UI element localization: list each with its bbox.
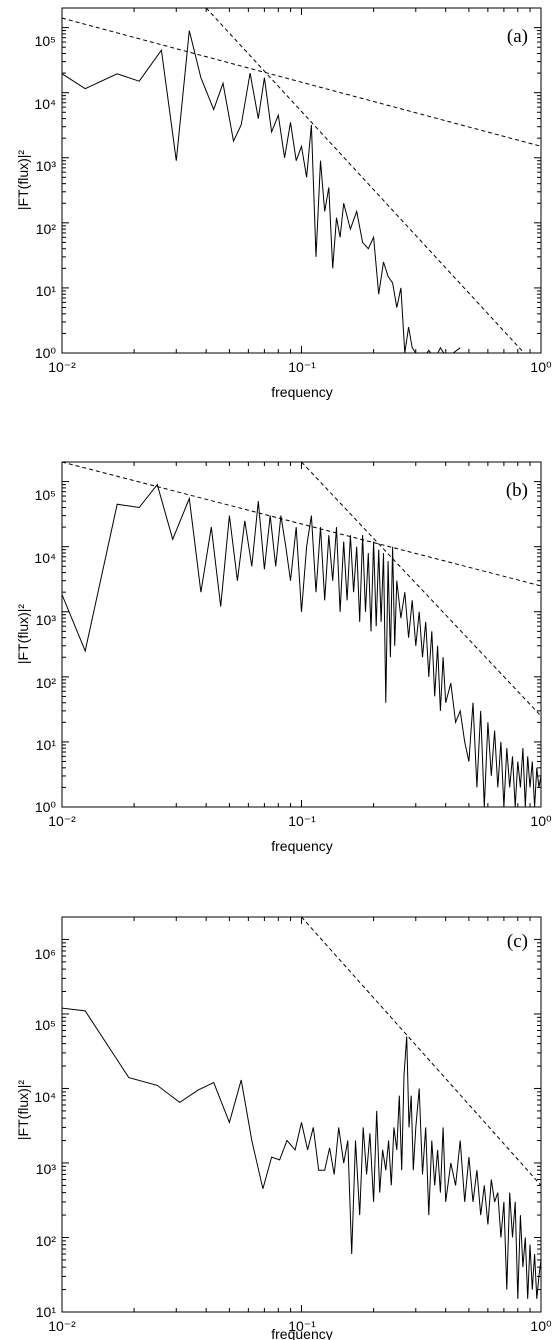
panel-b-ytick-1: 10¹ xyxy=(36,737,57,753)
panel-c-xlabel: frequency xyxy=(271,1326,332,1340)
panel-b-xlabel: frequency xyxy=(271,838,332,854)
panel-c-ytick-2: 10² xyxy=(36,1233,57,1249)
panel-c-xtick-3: 10⁰ xyxy=(530,1318,552,1334)
panel-a-ytick-0: 10⁰ xyxy=(35,345,57,361)
panel-c-xtick-2: 10⁻¹ xyxy=(288,1318,316,1334)
spectrum-line xyxy=(62,483,541,807)
panel-b-label: (b) xyxy=(506,480,528,501)
panel-a-xtick-1: 10⁻² xyxy=(48,359,76,375)
power-law-fit-line xyxy=(301,917,541,1186)
panel-b-ytick-3: 10³ xyxy=(36,612,57,628)
panel-c-ticks xyxy=(61,916,542,1313)
panel-c-ylabel: |FT(flux)|² xyxy=(15,1080,31,1140)
panel-c-xtick-1: 10⁻² xyxy=(48,1318,76,1334)
panel-a-ytick-4: 10⁴ xyxy=(34,96,56,112)
power-law-fit-line xyxy=(62,17,541,147)
panel-c-curves xyxy=(62,917,541,1299)
panel-a-label: (a) xyxy=(507,26,528,47)
panel-c-ytick-1: 10¹ xyxy=(36,1304,57,1320)
panel-b-curves xyxy=(62,462,541,807)
panel-c-ytick-6: 10⁶ xyxy=(35,946,56,962)
panel-b-ylabel: |FT(flux)|² xyxy=(15,604,31,664)
panel-a-xlabel: frequency xyxy=(271,384,332,400)
panel-c: (c) 10⁻² 10⁻¹ 10⁰ 10¹ 10² 10³ 10⁴ 10⁵ 10… xyxy=(15,916,552,1340)
panel-b-ytick-0: 10⁰ xyxy=(35,799,57,815)
panel-a-ytick-2: 10² xyxy=(36,221,57,237)
spectrum-line xyxy=(62,30,461,353)
panel-a: (a) 10⁻² 10⁻¹ 10⁰ 10⁰ 10¹ 10² 10³ 10⁴ 10… xyxy=(15,7,552,400)
power-law-fit-line xyxy=(62,462,541,587)
panel-b-ytick-5: 10⁵ xyxy=(35,487,56,503)
panel-c-ytick-5: 10⁵ xyxy=(35,1017,56,1033)
panel-b: (b) 10⁻² 10⁻¹ 10⁰ 10⁰ 10¹ 10² 10³ 10⁴ 10… xyxy=(15,461,552,854)
panel-a-ytick-1: 10¹ xyxy=(36,283,57,299)
panel-b-ytick-4: 10⁴ xyxy=(34,550,56,566)
panel-b-xtick-3: 10⁰ xyxy=(530,813,552,829)
panel-b-ticks xyxy=(61,461,542,808)
power-law-fit-line xyxy=(301,462,541,717)
panel-c-ytick-4: 10⁴ xyxy=(34,1089,56,1105)
panel-a-ticks xyxy=(61,7,542,354)
panel-a-ytick-3: 10³ xyxy=(36,158,57,174)
panel-a-xtick-2: 10⁻¹ xyxy=(288,359,316,375)
panel-b-xtick-2: 10⁻¹ xyxy=(288,813,316,829)
panel-a-frame xyxy=(61,7,542,354)
panel-c-ytick-3: 10³ xyxy=(36,1161,57,1177)
panel-b-xtick-1: 10⁻² xyxy=(48,813,76,829)
panel-c-frame xyxy=(61,916,542,1313)
panel-b-ytick-2: 10² xyxy=(36,675,57,691)
panel-a-curves xyxy=(62,8,541,353)
panel-a-ylabel: |FT(flux)|² xyxy=(15,150,31,210)
panel-c-label: (c) xyxy=(507,931,528,952)
panel-a-xtick-3: 10⁰ xyxy=(530,359,552,375)
panel-a-ytick-5: 10⁵ xyxy=(35,33,56,49)
spectrum-line xyxy=(62,1007,541,1299)
power-law-fit-line xyxy=(205,8,525,353)
